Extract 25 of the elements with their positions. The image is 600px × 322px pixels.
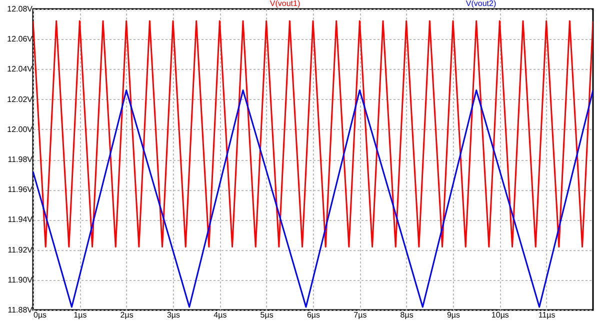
y-tick-label: 12.06V (7, 34, 34, 44)
y-tick-label: 12.00V (7, 124, 34, 134)
y-tick-label: 11.96V (8, 185, 34, 194)
x-tick-label: 2µs (120, 310, 134, 320)
y-tick-label: 11.90V (8, 275, 34, 284)
x-tick-label: 9µs (446, 310, 460, 320)
x-tick-label: 8µs (400, 310, 414, 320)
x-tick-label: 5µs (260, 310, 274, 320)
x-tick-label: 10µs (491, 310, 509, 320)
x-tick-label: 1µs (74, 310, 87, 320)
y-tick-label: 12.02V (7, 94, 34, 104)
x-tick-label: 3µs (166, 310, 180, 320)
y-tick-label: 11.88V (8, 306, 34, 314)
y-tick-label: 12.04V (7, 64, 34, 74)
x-tick-label: 0µs (34, 310, 47, 320)
text: V(vout2) (466, 0, 496, 8)
x-tick-label: 4µs (214, 310, 227, 320)
y-tick-label: 11.92V (8, 245, 34, 254)
series-label: V(vout1) (270, 0, 300, 8)
x-tick-label: 11µs (538, 310, 556, 320)
y-tick-label: 11.94V (8, 215, 34, 224)
y-tick-label: 12.08V (7, 4, 34, 14)
y-tick-label: 11.98V (8, 155, 34, 164)
x-tick-label: 7µs (354, 310, 367, 320)
x-tick-label: 6µs (306, 310, 320, 320)
